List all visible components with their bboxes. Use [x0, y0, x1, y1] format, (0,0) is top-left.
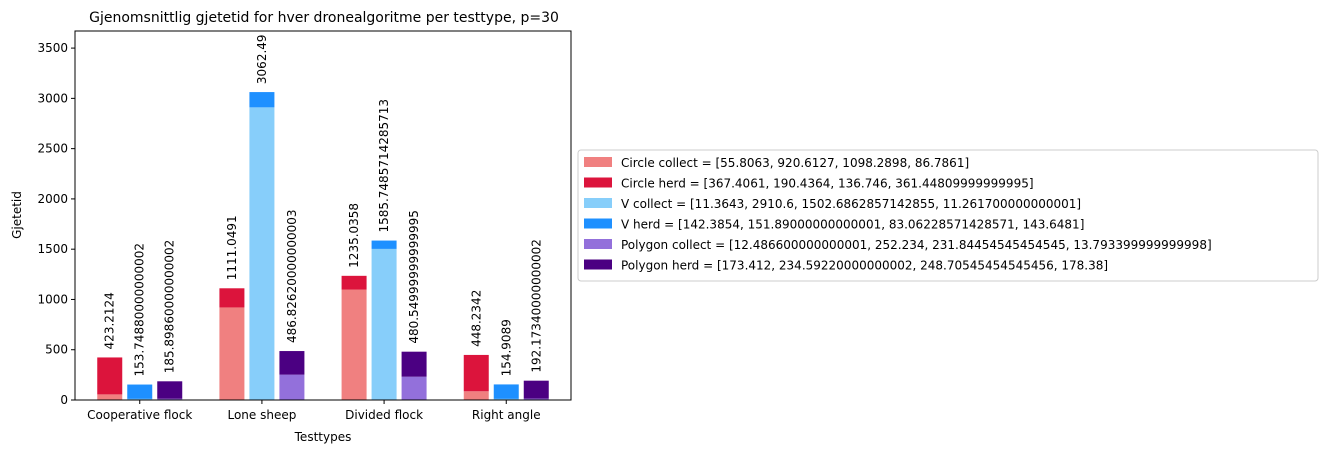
chart-title: Gjenomsnittlig gjetetid for hver droneal…	[89, 10, 559, 26]
plot-frame	[74, 30, 572, 401]
bar-total-label: 3062.49	[255, 34, 269, 84]
legend: Circle collect = [55.8063, 920.6127, 109…	[577, 149, 1319, 282]
y-tick-label: 1000	[37, 292, 68, 306]
bar-v-collect	[127, 398, 153, 400]
bar-circle-herd	[219, 288, 245, 308]
legend-swatch	[584, 239, 612, 249]
y-tick-label: 3500	[37, 41, 68, 55]
bar-circle-herd	[341, 275, 367, 290]
bar-v-collect	[371, 248, 397, 400]
bar-polygon-collect	[279, 374, 305, 400]
y-tick-label: 1500	[37, 242, 68, 256]
legend-swatch	[584, 218, 612, 229]
x-tick-label: Right angle	[472, 408, 541, 422]
bar-total-label: 1235.0358	[347, 203, 361, 268]
legend-entry: Polygon collect = [12.486600000000001, 2…	[621, 238, 1212, 252]
bar-v-herd	[371, 240, 397, 249]
bar-v-herd	[127, 384, 153, 399]
bar-total-label: 153.74880000000002	[133, 243, 147, 377]
y-axis: 0 500 1000 1500 2000 2500 3000 3500	[37, 41, 75, 407]
plot-area: 423.2124 153.74880000000002 185.8986000000…	[97, 34, 549, 400]
legend-swatch	[584, 177, 612, 188]
bar-total-label: 448.2342	[469, 290, 483, 347]
bar-total-label: 1585.7485714285713	[377, 99, 391, 233]
y-axis-label: Gjetetid	[10, 191, 24, 239]
legend-entry: V herd = [142.3854, 151.89000000000001, …	[621, 218, 1084, 232]
bar-circle-collect	[463, 391, 489, 400]
bar-polygon-herd	[279, 351, 305, 375]
bar-circle-herd	[97, 357, 123, 395]
bar-polygon-herd	[523, 380, 549, 399]
y-tick-label: 3000	[37, 91, 68, 105]
legend-entry: Polygon herd = [173.412, 234.59220000000…	[621, 259, 1108, 273]
x-tick-label: Lone sheep	[227, 408, 296, 422]
bar-total-label: 423.2124	[103, 292, 117, 349]
bar-total-label: 192.17340000000002	[529, 239, 543, 373]
bar-total-label: 486.82620000000003	[285, 209, 299, 343]
legend-swatch	[584, 157, 612, 167]
legend-frame	[577, 149, 1319, 282]
legend-swatch	[584, 198, 612, 208]
x-axis: Cooperative flock Lone sheep Divided flock…	[87, 400, 541, 422]
legend-swatch	[584, 259, 612, 270]
bar-circle-collect	[97, 394, 123, 400]
bar-polygon-herd	[157, 381, 183, 399]
bar-total-label: 154.9089	[499, 319, 513, 376]
bar-circle-collect	[219, 307, 245, 400]
legend-entry: Circle herd = [367.4061, 190.4364, 136.7…	[621, 177, 1034, 191]
bar-v-herd	[249, 92, 275, 108]
x-tick-label: Cooperative flock	[87, 408, 192, 422]
bar-polygon-collect	[157, 398, 183, 400]
legend-entry: V collect = [11.3643, 2910.6, 1502.68628…	[621, 197, 1081, 211]
y-tick-label: 2500	[37, 142, 68, 156]
bar-total-label: 480.54999999999995	[407, 210, 421, 344]
bar-v-herd	[493, 384, 519, 399]
bar-polygon-collect	[523, 398, 549, 400]
y-tick-label: 2000	[37, 192, 68, 206]
y-tick-label: 0	[60, 393, 68, 407]
bar-total-label: 185.89860000000002	[163, 240, 177, 374]
bar-polygon-collect	[401, 376, 427, 400]
bar-circle-collect	[341, 289, 367, 400]
bar-circle-herd	[463, 354, 489, 392]
y-tick-label: 500	[45, 343, 68, 357]
bar-polygon-herd	[401, 351, 427, 377]
x-tick-label: Divided flock	[345, 408, 423, 422]
bar-v-collect	[493, 398, 519, 400]
x-axis-label: Testtypes	[294, 430, 352, 444]
bar-v-collect	[249, 107, 275, 400]
bar-total-label: 1111.0491	[225, 215, 239, 280]
legend-entry: Circle collect = [55.8063, 920.6127, 109…	[621, 156, 969, 170]
